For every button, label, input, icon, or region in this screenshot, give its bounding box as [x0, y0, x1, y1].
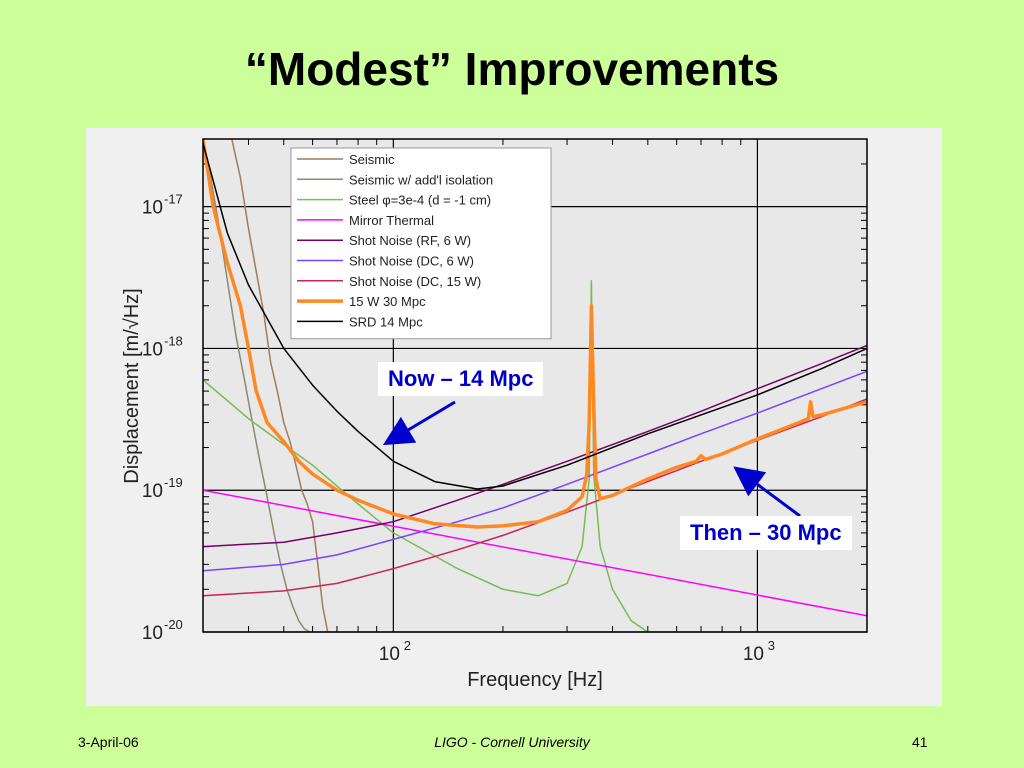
legend-entry: Shot Noise (RF, 6 W) — [349, 233, 471, 248]
x-tick-exponent: 3 — [768, 638, 775, 653]
series-group — [203, 139, 867, 632]
legend-entry: Mirror Thermal — [349, 213, 434, 228]
series-layer — [203, 139, 867, 632]
y-tick-label: 10 — [142, 198, 163, 219]
series-line-shot-noise-rf-6-w — [203, 344, 867, 548]
y-axis-label: Displacement [m/√Hz] — [121, 288, 143, 483]
y-tick-label: 10 — [142, 623, 163, 644]
y-tick-exponent: -18 — [164, 333, 183, 348]
legend-entry: Shot Noise (DC, 15 W) — [349, 274, 481, 289]
series-line-shot-noise-dc-6-w — [203, 370, 867, 572]
x-tick-label: 10 — [379, 644, 400, 665]
y-tick-exponent: -20 — [164, 617, 183, 632]
x-axis-label: Frequency [Hz] — [467, 669, 603, 691]
y-tick-label: 10 — [142, 339, 163, 360]
legend: Seismic Seismic w/ add'l isolation Steel φ… — [290, 147, 552, 340]
legend-entry: Seismic w/ add'l isolation — [349, 172, 493, 187]
y-tick-label: 10 — [142, 481, 163, 502]
slide-title: “Modest” Improvements — [244, 43, 780, 95]
series-line-mirror-thermal — [203, 489, 867, 617]
series-line-15-w-30-mpc — [203, 139, 867, 529]
x-tick-label: 10 — [743, 644, 764, 665]
series-line-steel-3e-4-d-1-cm — [203, 280, 649, 632]
now-callout: Now – 14 Mpc — [378, 362, 544, 396]
footer-institution: LIGO - Cornell University — [434, 734, 590, 750]
figure-panel: 10 2 10 3 10 -17 10 -18 10 -19 10 -20 Frequency [Hz… — [86, 128, 942, 706]
footer-date: 3-April-06 — [78, 734, 139, 750]
then-callout: Then – 30 Mpc — [680, 516, 852, 550]
legend-entry: SRD 14 Mpc — [349, 314, 423, 329]
legend-entry: Shot Noise (DC, 6 W) — [349, 254, 474, 269]
y-tick-exponent: -17 — [164, 192, 183, 207]
footer-page-number: 41 — [912, 734, 928, 750]
plot-frame — [202, 138, 868, 633]
series-line-seismic — [231, 139, 329, 632]
legend-entry: Steel φ=3e-4 (d = -1 cm) — [349, 193, 491, 208]
series-line-seismic-w-add-l-isolation — [207, 163, 311, 632]
y-tick-exponent: -19 — [164, 475, 183, 490]
legend-entry: Seismic — [349, 152, 395, 167]
legend-entry: 15 W 30 Mpc — [349, 294, 426, 309]
series-line-srd-14-mpc — [203, 143, 867, 490]
x-tick-exponent: 2 — [404, 638, 411, 653]
